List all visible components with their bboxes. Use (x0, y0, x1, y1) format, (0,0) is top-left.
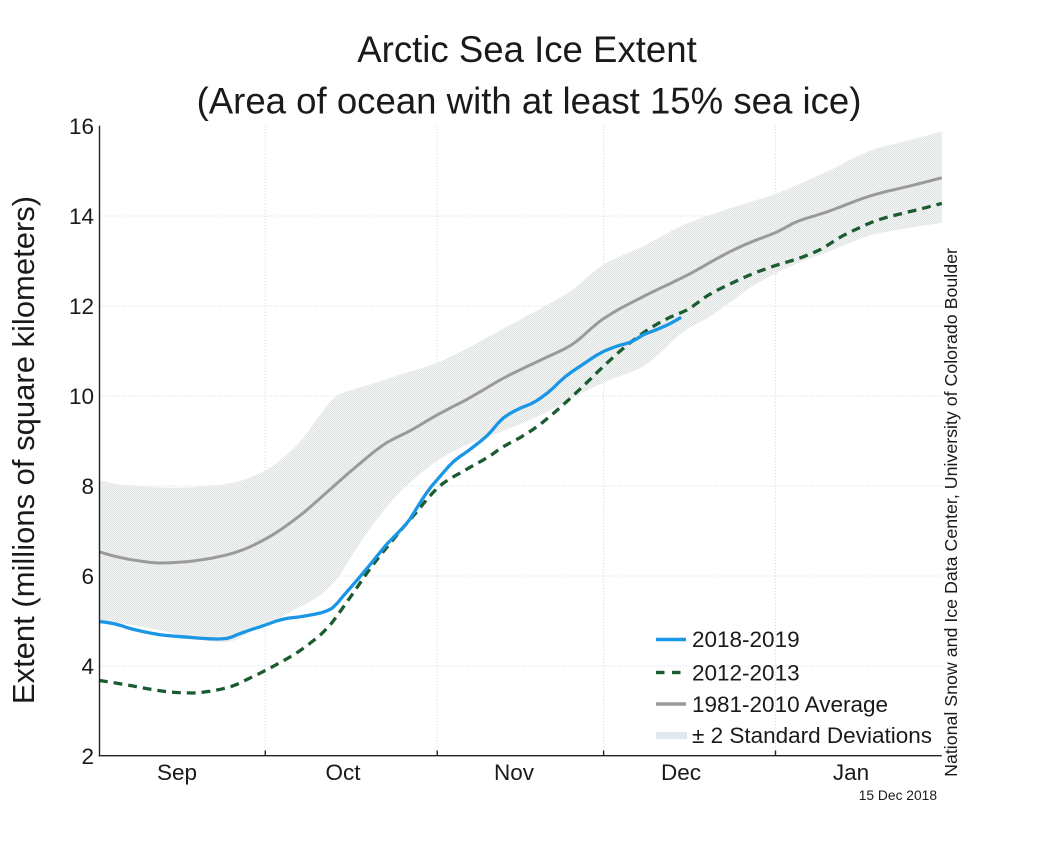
svg-text:8: 8 (81, 474, 94, 499)
svg-text:15 Dec 2018: 15 Dec 2018 (859, 788, 938, 803)
svg-text:Arctic Sea Ice Extent: Arctic Sea Ice Extent (357, 29, 697, 70)
svg-text:Sep: Sep (157, 760, 197, 785)
svg-text:Dec: Dec (661, 760, 701, 785)
svg-text:1981-2010 Average: 1981-2010 Average (692, 692, 888, 717)
svg-text:2012-2013: 2012-2013 (692, 661, 800, 686)
svg-text:National Snow and Ice Data Cen: National Snow and Ice Data Center, Unive… (941, 248, 961, 777)
svg-text:4: 4 (81, 654, 94, 679)
svg-text:± 2 Standard Deviations: ± 2 Standard Deviations (692, 723, 932, 748)
svg-text:14: 14 (69, 204, 94, 229)
svg-text:2018-2019: 2018-2019 (692, 627, 800, 652)
svg-text:12: 12 (69, 294, 94, 319)
svg-text:Extent (millions of square kil: Extent (millions of square kilometers) (6, 196, 41, 704)
svg-text:Nov: Nov (494, 760, 535, 785)
svg-text:Oct: Oct (325, 760, 361, 785)
svg-text:6: 6 (81, 564, 94, 589)
svg-text:10: 10 (69, 384, 94, 409)
svg-text:16: 16 (69, 114, 94, 139)
svg-text:Jan: Jan (833, 760, 869, 785)
svg-text:(Area of ocean with at least 1: (Area of ocean with at least 15% sea ice… (197, 81, 862, 122)
svg-text:2: 2 (81, 744, 94, 769)
